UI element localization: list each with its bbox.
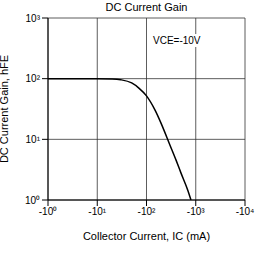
svg-text:DC Current Gain, hFE: DC Current Gain, hFE bbox=[8, 55, 10, 163]
svg-text:-10⁰: -10⁰ bbox=[39, 206, 57, 217]
svg-text:-10⁴: -10⁴ bbox=[236, 206, 247, 217]
svg-text:Collector Current, IC (mA): Collector Current, IC (mA) bbox=[83, 230, 210, 242]
html-text:VCE=-10V: VCE=-10V bbox=[153, 35, 201, 46]
svg-text:-10²: -10² bbox=[138, 206, 156, 217]
html-text:DC Current Gain: DC Current Gain bbox=[105, 1, 188, 13]
svg-text:-10³: -10³ bbox=[187, 206, 205, 217]
svg-text:10²: 10² bbox=[26, 73, 41, 84]
svg-text:10³: 10³ bbox=[26, 13, 41, 24]
svg-text:10⁰: 10⁰ bbox=[25, 195, 40, 206]
svg-text:10¹: 10¹ bbox=[26, 134, 41, 145]
svg-text:-10¹: -10¹ bbox=[88, 206, 106, 217]
